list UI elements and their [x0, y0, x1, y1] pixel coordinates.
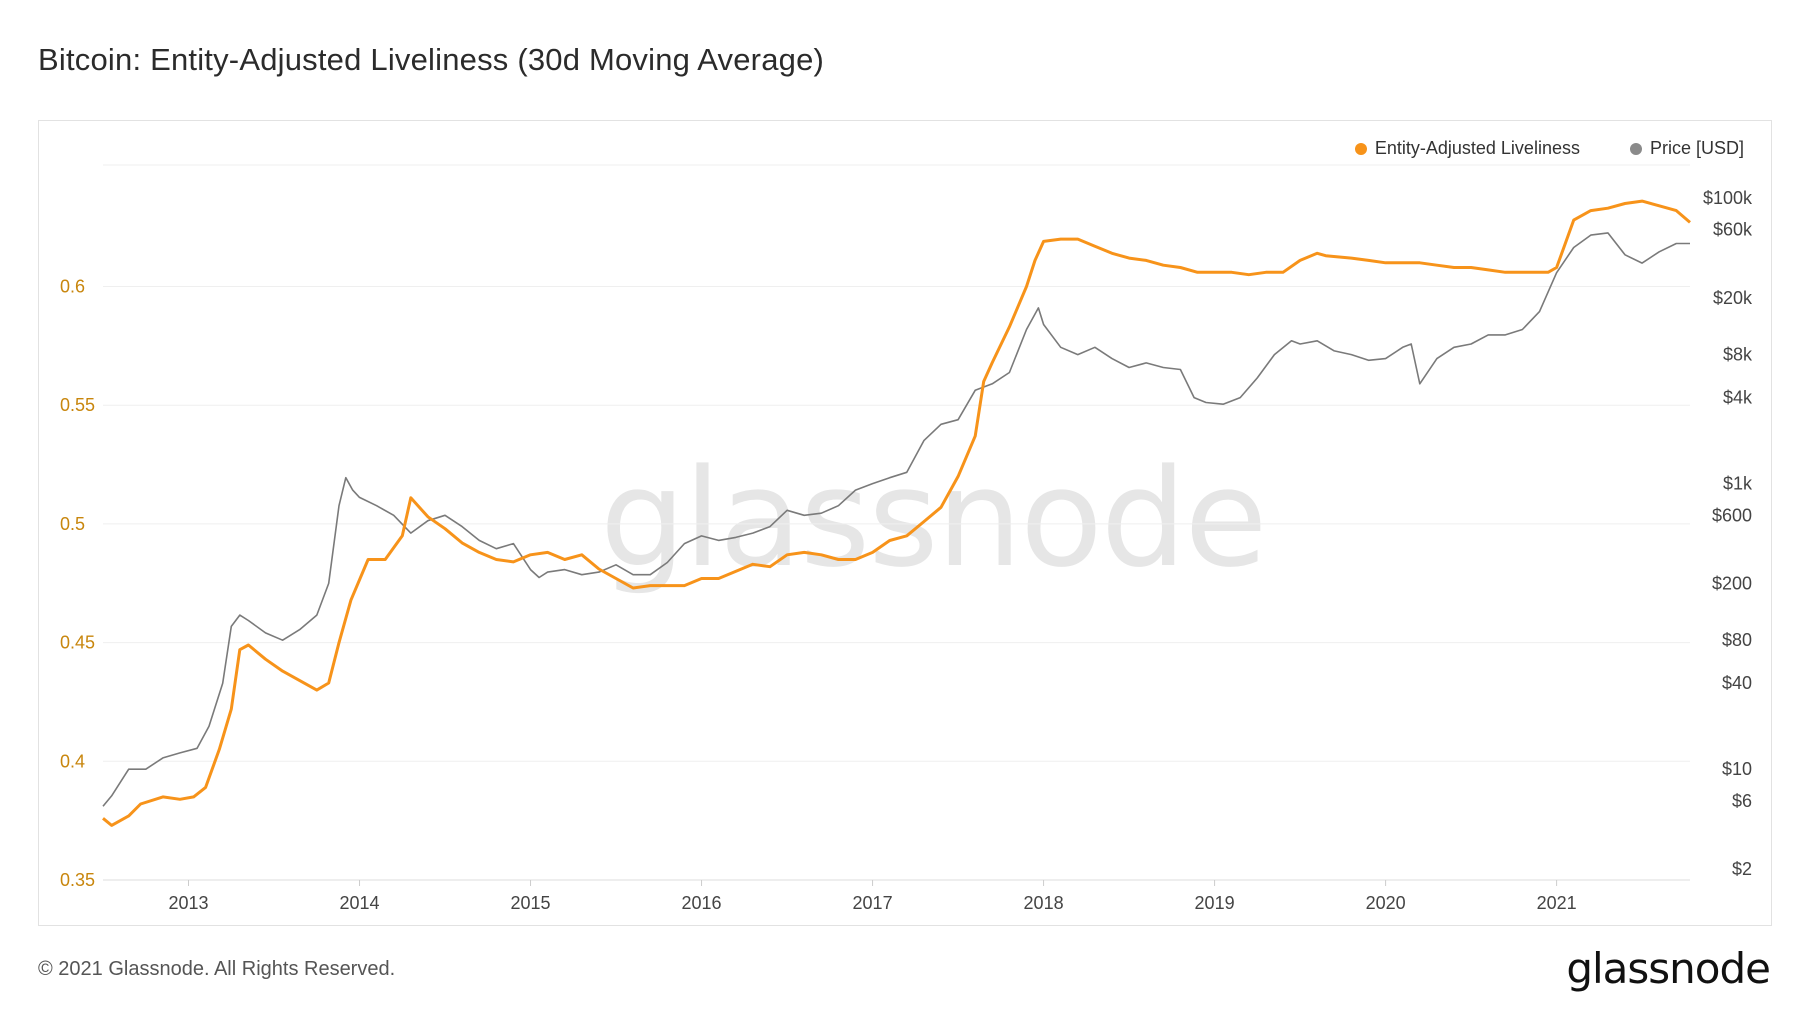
watermark-logo: glassnode	[600, 440, 1268, 597]
y-right-tick-label: $200	[1712, 573, 1752, 593]
legend-item-liveliness[interactable]: Entity-Adjusted Liveliness	[1354, 138, 1580, 159]
y-left-tick-label: 0.45	[60, 633, 95, 653]
y-right-tick-label: $20k	[1713, 288, 1753, 308]
chart-title: Bitcoin: Entity-Adjusted Liveliness (30d…	[38, 42, 825, 77]
x-tick-label: 2015	[511, 893, 551, 913]
legend-label-price: Price [USD]	[1649, 138, 1744, 158]
x-tick-label: 2021	[1537, 893, 1577, 913]
y-right-tick-label: $60k	[1713, 220, 1753, 240]
brand-logo: glassnode	[1566, 944, 1771, 993]
x-tick-label: 2014	[339, 893, 379, 913]
y-left-tick-label: 0.5	[60, 514, 85, 534]
y-left-tick-label: 0.4	[60, 751, 85, 771]
y-right-tick-label: $8k	[1723, 345, 1753, 365]
y-right-tick-label: $80	[1722, 630, 1752, 650]
y-right-tick-label: $1k	[1723, 474, 1753, 494]
legend-item-price[interactable]: Price [USD]	[1629, 138, 1744, 159]
x-tick-label: 2019	[1195, 893, 1235, 913]
legend-label-liveliness: Entity-Adjusted Liveliness	[1374, 138, 1580, 158]
price-series-line	[102, 232, 1690, 807]
chart-legend: Entity-Adjusted Liveliness Price [USD]	[1354, 138, 1744, 159]
y-right-tick-label: $2	[1732, 859, 1752, 879]
legend-dot-liveliness	[1354, 142, 1367, 155]
x-tick-label: 2018	[1024, 893, 1064, 913]
y-right-tick-label: $6	[1732, 791, 1752, 811]
y-right-tick-label: $40	[1722, 673, 1752, 693]
y-right-tick-label: $4k	[1723, 388, 1753, 408]
liveliness-series-line	[102, 199, 1691, 827]
copyright-footer: © 2021 Glassnode. All Rights Reserved.	[38, 958, 396, 980]
y-left-tick-label: 0.55	[60, 395, 95, 415]
legend-dot-price	[1629, 142, 1642, 155]
x-tick-label: 2020	[1366, 893, 1406, 913]
y-right-tick-label: $10	[1722, 759, 1752, 779]
chart-panel	[38, 120, 1772, 926]
y-left-tick-label: 0.6	[60, 277, 85, 297]
x-tick-label: 2016	[682, 893, 722, 913]
y-left-tick-label: 0.35	[60, 870, 95, 890]
y-right-tick-label: $600	[1712, 505, 1752, 525]
x-tick-label: 2013	[168, 893, 208, 913]
x-tick-label: 2017	[853, 893, 893, 913]
y-right-tick-label: $100k	[1703, 188, 1753, 208]
